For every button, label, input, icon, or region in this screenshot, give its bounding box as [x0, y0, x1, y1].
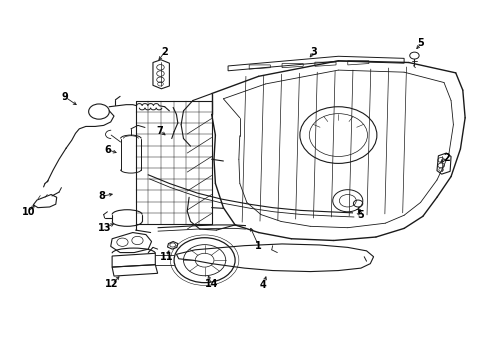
Text: 3: 3: [310, 47, 317, 57]
Text: 5: 5: [357, 210, 364, 220]
Text: 4: 4: [259, 280, 266, 291]
Text: 1: 1: [255, 241, 262, 251]
Text: 11: 11: [160, 252, 173, 262]
Text: 2: 2: [442, 153, 449, 162]
Text: 12: 12: [105, 279, 119, 289]
Text: 9: 9: [61, 92, 68, 102]
Text: 10: 10: [22, 207, 35, 217]
Text: 2: 2: [161, 47, 168, 57]
Text: 5: 5: [417, 39, 424, 49]
Text: 7: 7: [156, 126, 163, 136]
Text: 14: 14: [204, 279, 218, 289]
Text: 8: 8: [98, 191, 105, 201]
Text: 13: 13: [98, 224, 111, 233]
Text: 6: 6: [104, 145, 111, 154]
